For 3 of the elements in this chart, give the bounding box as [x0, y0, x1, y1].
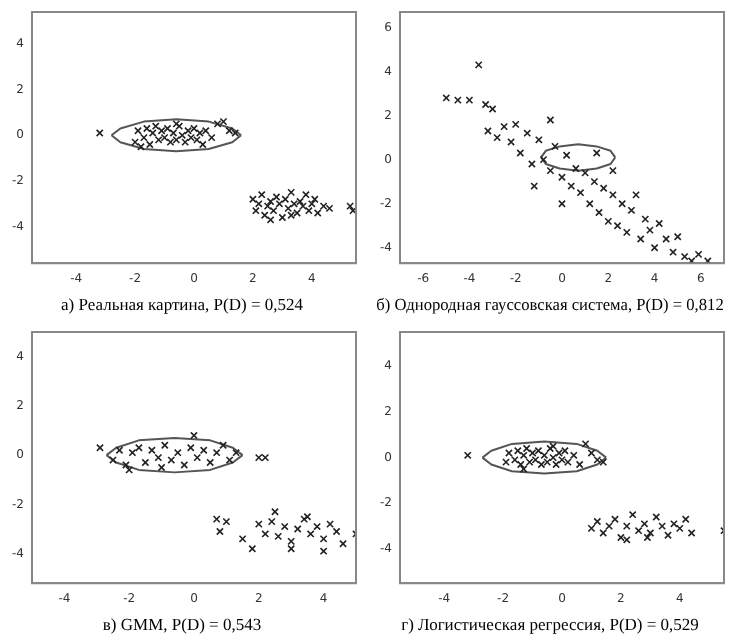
text: а) Реальная картина, P(D) = 0,524 [61, 294, 305, 315]
text: г) Логистическая регрессия, P(D) = 0,529 [401, 614, 699, 635]
text: в) GMM, P(D) = 0,543 [102, 614, 262, 635]
